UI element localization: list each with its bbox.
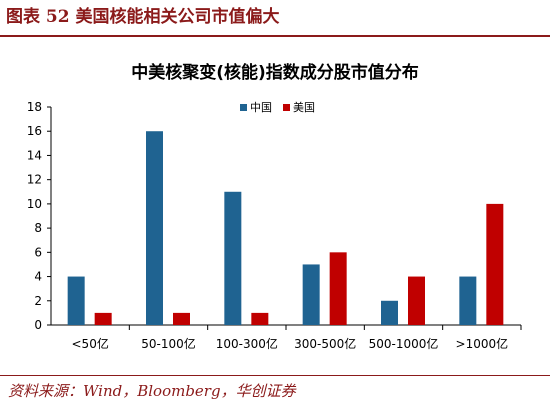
bar-china: [381, 300, 398, 325]
x-tick-label: 100-300亿: [216, 336, 278, 351]
x-tick-label: <50亿: [72, 336, 109, 351]
legend-swatch: [283, 104, 290, 111]
y-tick-label: 12: [27, 173, 42, 187]
y-tick-label: 8: [34, 221, 42, 235]
bar-usa: [94, 312, 112, 325]
source-divider: [0, 375, 550, 376]
bar-china: [224, 191, 242, 325]
x-tick-label: 50-100亿: [141, 336, 196, 351]
bar-usa: [486, 203, 504, 325]
bar-china: [67, 276, 85, 325]
bar-china: [302, 264, 320, 325]
bar-usa: [251, 312, 269, 325]
y-tick-label: 4: [34, 270, 42, 284]
y-tick-label: 18: [27, 100, 42, 114]
y-tick-label: 14: [27, 148, 42, 162]
caption-divider: [0, 35, 550, 37]
legend-label: 美国: [293, 101, 315, 114]
y-tick-label: 16: [27, 124, 42, 138]
chart-title: 中美核聚变(核能)指数成分股市值分布: [131, 63, 419, 83]
legend-label: 中国: [250, 101, 272, 114]
y-tick-label: 6: [34, 245, 42, 259]
legend-swatch: [240, 104, 247, 111]
x-tick-label: 500-1000亿: [369, 336, 439, 351]
bar-china: [459, 276, 477, 325]
y-tick-label: 2: [34, 294, 42, 308]
bar-usa: [329, 252, 347, 325]
x-tick-label: >1000亿: [456, 336, 509, 351]
y-tick-label: 10: [27, 197, 42, 211]
x-tick-label: 300-500亿: [294, 336, 356, 351]
source-note: 资料来源：Wind，Bloomberg，华创证券: [8, 382, 296, 400]
figure-caption: 图表 52 美国核能相关公司市值偏大: [6, 7, 280, 27]
bar-usa: [408, 276, 425, 325]
y-tick-label: 0: [34, 318, 42, 332]
bar-china: [146, 131, 163, 325]
bar-usa: [173, 312, 190, 325]
